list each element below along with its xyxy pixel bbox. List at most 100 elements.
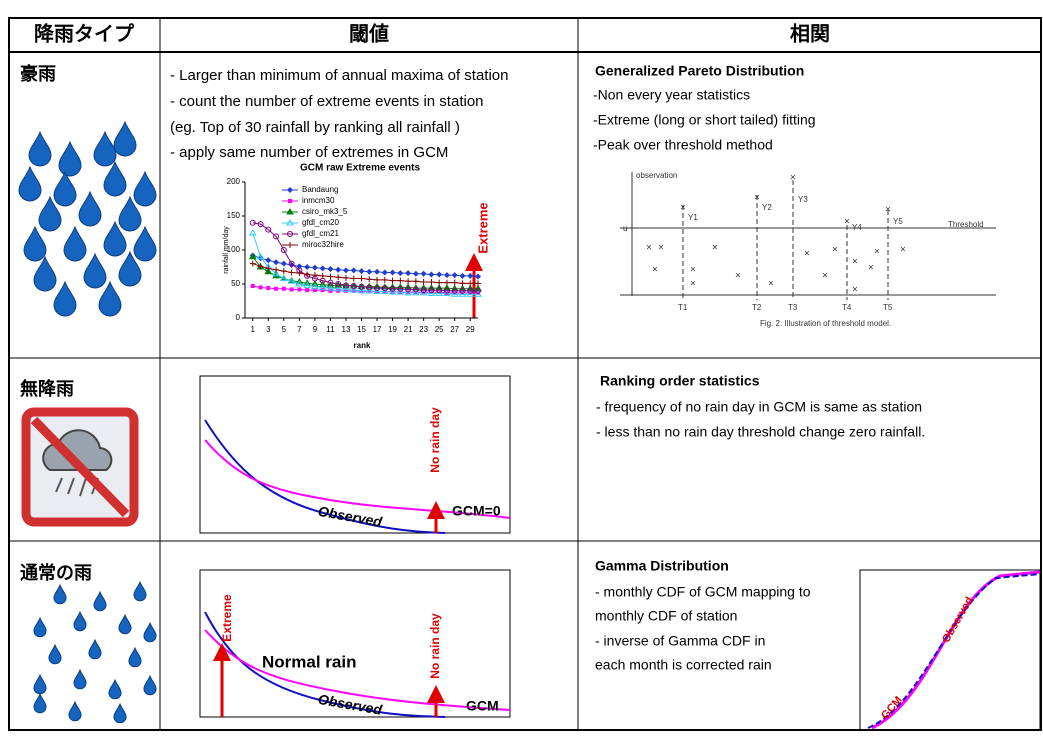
svg-text:×: × [832, 245, 838, 256]
fig-label: Y1 [688, 213, 698, 222]
svg-text:×: × [735, 271, 741, 282]
series-line [253, 257, 478, 289]
y-tick-label: 150 [227, 211, 241, 220]
legend-label: inmcm30 [302, 196, 335, 205]
raindrop [134, 582, 146, 601]
marker [467, 273, 473, 279]
rain-type: 通常の雨 [20, 562, 92, 583]
marker [266, 286, 270, 290]
raindrop [74, 612, 86, 631]
marker [321, 288, 325, 292]
fig-label: T3 [788, 303, 798, 312]
x-tick-label: 7 [297, 325, 302, 334]
corr-title: Ranking order statistics [600, 373, 760, 389]
x-tick-label: 15 [357, 325, 366, 334]
cdf-label: GCM [879, 694, 905, 721]
fig-label: T5 [883, 303, 893, 312]
marker [366, 276, 372, 282]
raindrop [89, 640, 101, 659]
fig-label: observation [636, 171, 677, 180]
corr-text: - less than no rain day threshold change… [596, 424, 925, 440]
chart-title: GCM raw Extreme events [300, 163, 420, 174]
marker [320, 273, 326, 279]
marker [273, 259, 279, 265]
marker [374, 277, 380, 283]
marker [444, 280, 450, 286]
header: 閾値 [349, 21, 389, 45]
fig-label: T4 [842, 303, 852, 312]
pareto-figure [620, 172, 996, 300]
marker [421, 279, 427, 285]
marker [436, 271, 442, 277]
marker [251, 284, 255, 288]
marker [366, 269, 372, 275]
x-tick-label: 27 [450, 325, 459, 334]
y-tick-label: 0 [236, 313, 241, 322]
raindrop [134, 172, 156, 206]
marker [320, 265, 326, 271]
x-tick-label: 3 [266, 325, 271, 334]
raindrop [114, 704, 126, 723]
threshold-text: - count the number of extreme events in … [170, 93, 484, 110]
marker [397, 278, 403, 284]
marker [304, 264, 310, 270]
marker [305, 288, 309, 292]
rain-type: 無降雨 [20, 378, 74, 399]
raindrop [34, 675, 46, 694]
corr-text: -Extreme (long or short tailed) fitting [593, 112, 816, 128]
marker [343, 267, 349, 273]
marker [287, 187, 293, 193]
marker [335, 274, 341, 280]
y-tick-label: 200 [227, 177, 241, 186]
x-tick-label: 1 [251, 325, 256, 334]
fig-label: T2 [752, 303, 762, 312]
marker [428, 279, 434, 285]
svg-text:×: × [874, 247, 880, 258]
marker [281, 268, 287, 274]
sketch-label: Observed [317, 503, 384, 530]
no-rain-icon [26, 412, 134, 522]
x-tick-label: 21 [404, 325, 413, 334]
marker [289, 269, 295, 275]
header: 降雨タイプ [34, 21, 135, 45]
raindrop [59, 142, 81, 176]
chart-annotation: Extreme [475, 202, 490, 253]
marker [382, 269, 388, 275]
svg-text:×: × [885, 205, 891, 216]
marker [428, 271, 434, 277]
fig-label: T1 [678, 303, 688, 312]
raindrop [134, 227, 156, 261]
marker [250, 261, 256, 267]
raindrop [144, 623, 156, 642]
marker [452, 272, 458, 278]
raindrop [119, 615, 131, 634]
marker [274, 287, 278, 291]
corr-text: - monthly CDF of GCM mapping to [595, 584, 811, 600]
marker [444, 272, 450, 278]
svg-text:×: × [822, 271, 828, 282]
legend-label: Bandaung [302, 185, 338, 194]
marker [390, 278, 396, 284]
pareto-points: ××××××××××××××××××××× [646, 173, 906, 296]
raindrop [114, 122, 136, 156]
marker [312, 265, 318, 271]
sketch-label: Normal rain [262, 652, 356, 671]
corr-text: -Non every year statistics [593, 87, 750, 103]
sketch-label: GCM=0 [452, 503, 501, 519]
marker [327, 266, 333, 272]
raindrop [84, 254, 106, 288]
fig-label: Y5 [893, 217, 903, 226]
chart: GCM raw Extreme eventsrainfall mm/dayran… [223, 163, 481, 350]
marker [287, 242, 293, 248]
raindrop [74, 670, 86, 689]
raindrop [129, 648, 141, 667]
legend-label: gfdl_cm21 [302, 229, 339, 238]
marker [281, 261, 287, 267]
raindrop [64, 227, 86, 261]
fig-label: Y2 [762, 203, 772, 212]
y-tick-label: 50 [231, 279, 240, 288]
svg-text:×: × [712, 243, 718, 254]
raindrop [24, 227, 46, 261]
marker [413, 271, 419, 277]
sketch-label: GCM [466, 698, 499, 714]
